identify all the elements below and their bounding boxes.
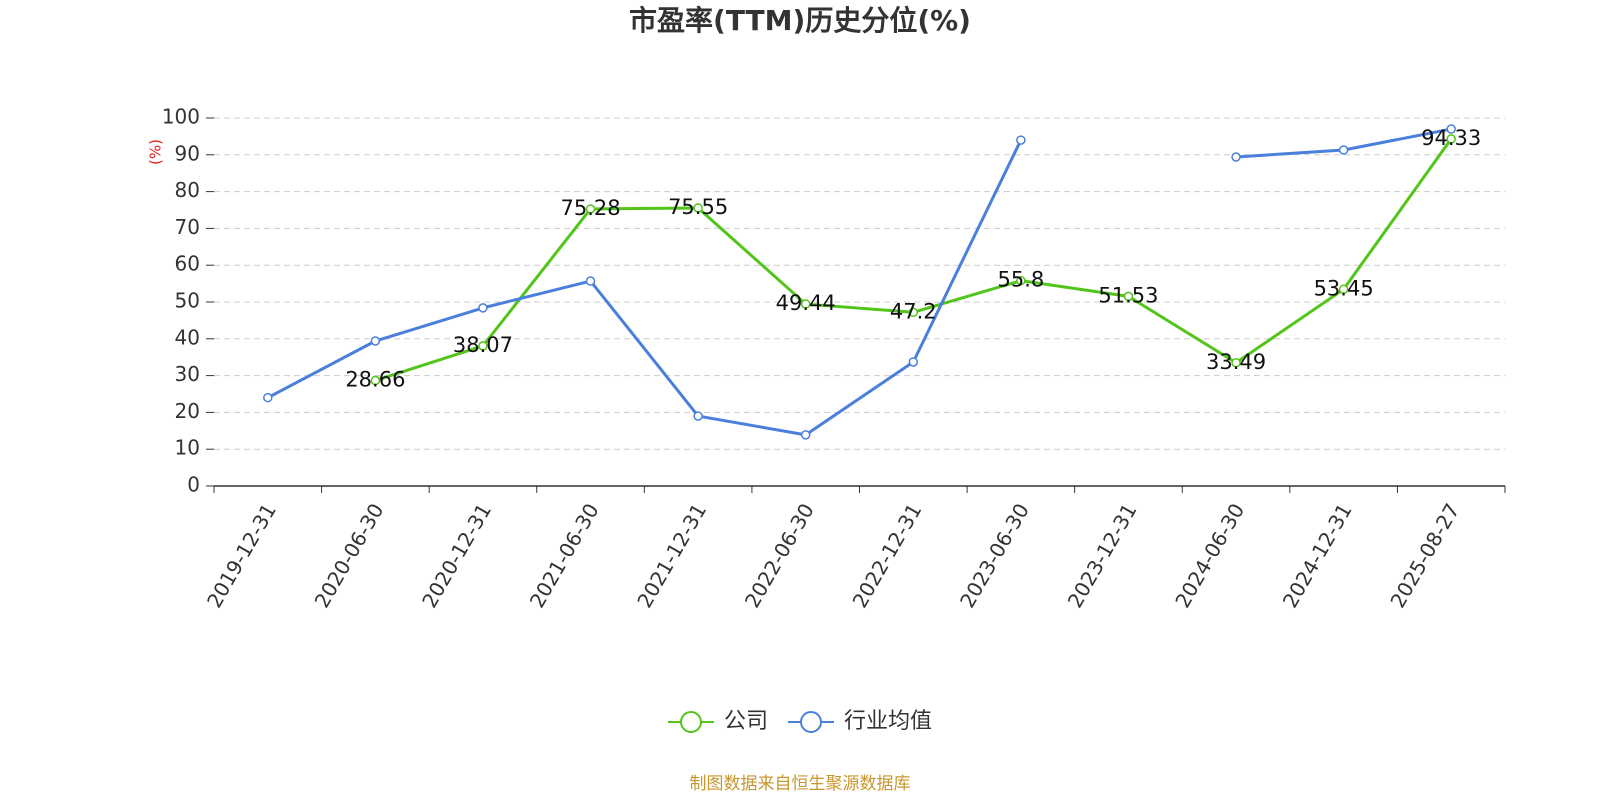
series-line (374, 137, 1453, 382)
data-label: 38.07 (453, 333, 513, 357)
y-tick-label: 30 (175, 362, 200, 386)
point (1446, 124, 1456, 134)
point (800, 430, 811, 440)
point (1231, 152, 1241, 162)
point (908, 357, 919, 367)
point (478, 303, 488, 313)
x-tick-label: 2024-12-31 (1278, 499, 1357, 612)
point (1123, 291, 1134, 302)
point (693, 411, 703, 421)
legend-marker (800, 711, 822, 733)
source-note: 制图数据来自恒生聚源数据库 (690, 774, 911, 794)
point (263, 392, 273, 403)
point (1016, 275, 1026, 286)
y-tick-label: 20 (175, 399, 200, 423)
data-label: 55.8 (997, 268, 1044, 292)
y-tick-label: 40 (175, 325, 200, 349)
x-tick-label: 2025-08-27 (1385, 499, 1464, 612)
point (1231, 358, 1241, 368)
x-tick-label: 2024-06-30 (1170, 499, 1249, 612)
x-tick-label: 2022-12-31 (847, 499, 926, 612)
point (693, 203, 703, 213)
point (1446, 134, 1456, 144)
data-label: 75.55 (668, 195, 728, 219)
chart-title: 市盈率(TTM)历史分位(%) (629, 4, 971, 37)
legend-label: 行业均值 (844, 709, 932, 734)
x-tick-label: 2022-06-30 (740, 499, 819, 612)
y-tick-label: 80 (175, 178, 200, 202)
point (478, 341, 488, 351)
y-tick-label: 70 (175, 215, 200, 239)
y-tick-label: 50 (175, 289, 200, 313)
x-tick-label: 2023-06-30 (955, 499, 1034, 612)
data-label: 47.2 (890, 299, 937, 323)
y-tick-label: 60 (175, 252, 200, 276)
data-label: 51.53 (1098, 283, 1158, 307)
x-tick-label: 2019-12-31 (202, 499, 281, 612)
legend-label: 公司 (724, 709, 768, 734)
data-label: 49.44 (776, 291, 836, 315)
data-label: 33.49 (1206, 350, 1266, 374)
y-tick-label: 90 (175, 141, 200, 165)
point (908, 307, 919, 318)
data-label: 53.45 (1314, 276, 1374, 300)
point (370, 336, 381, 346)
point (1338, 145, 1349, 155)
y-axis-label: (%) (147, 139, 165, 165)
x-tick-label: 2023-12-31 (1063, 499, 1142, 612)
x-tick-label: 2020-12-31 (417, 499, 496, 612)
point (370, 375, 381, 386)
point (800, 299, 811, 309)
point (585, 276, 596, 286)
x-tick-label: 2021-12-31 (632, 499, 711, 612)
x-tick-label: 2021-06-30 (525, 499, 604, 612)
point (585, 204, 596, 214)
data-label: 75.28 (560, 196, 620, 220)
y-tick-label: 100 (162, 105, 200, 129)
point (1016, 135, 1026, 145)
y-tick-label: 10 (175, 436, 200, 460)
y-tick-label: 0 (187, 473, 200, 497)
x-tick-label: 2020-06-30 (310, 499, 389, 612)
data-label: 28.66 (345, 368, 405, 392)
series-line (267, 127, 1452, 437)
legend-marker (679, 711, 702, 733)
point (1338, 284, 1349, 295)
